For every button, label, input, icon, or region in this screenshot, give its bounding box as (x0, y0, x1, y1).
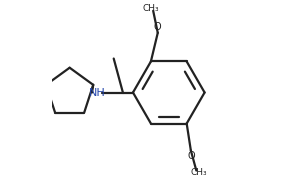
Text: O: O (154, 22, 162, 32)
Text: NH: NH (89, 88, 106, 97)
Text: CH₃: CH₃ (191, 168, 207, 177)
Text: CH₃: CH₃ (142, 4, 159, 14)
Text: O: O (187, 151, 195, 161)
